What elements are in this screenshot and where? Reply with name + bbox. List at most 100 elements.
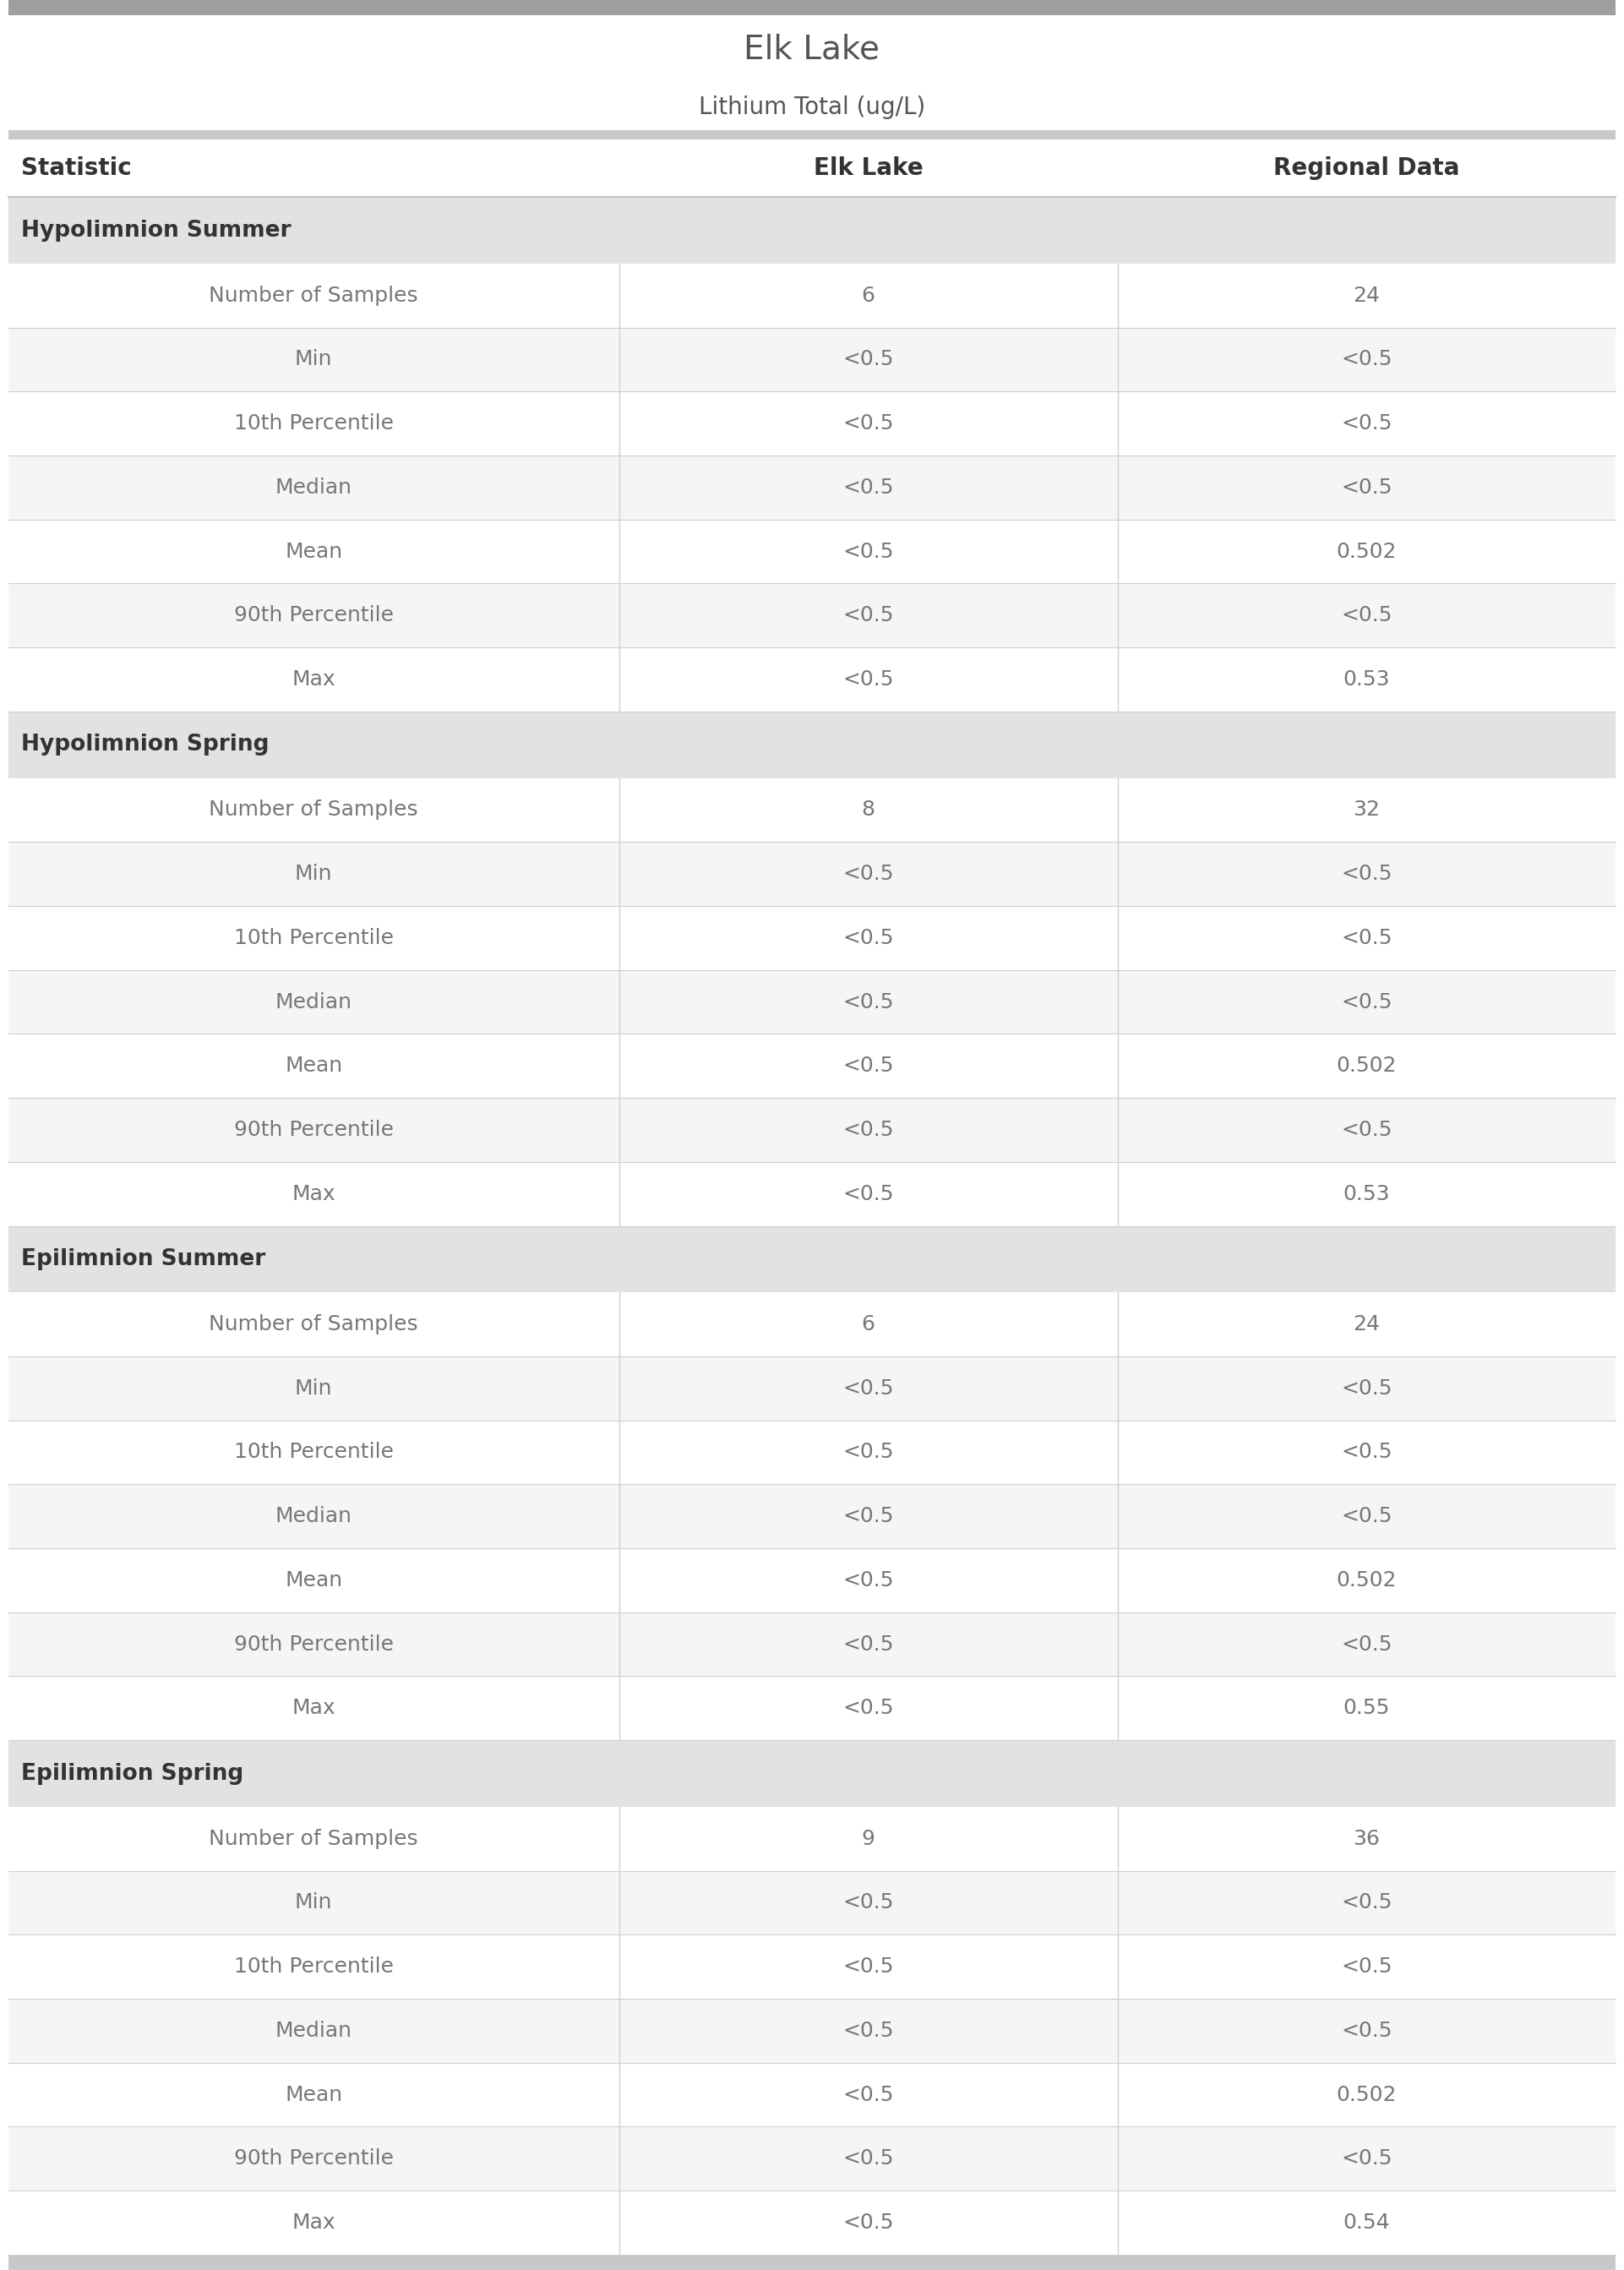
FancyBboxPatch shape <box>8 1998 1616 2063</box>
Text: 10th Percentile: 10th Percentile <box>234 1957 393 1977</box>
FancyBboxPatch shape <box>8 2063 1616 2127</box>
Text: <0.5: <0.5 <box>843 670 893 690</box>
Text: <0.5: <0.5 <box>843 1056 893 1076</box>
Text: <0.5: <0.5 <box>843 928 893 949</box>
FancyBboxPatch shape <box>8 1099 1616 1162</box>
FancyBboxPatch shape <box>8 1357 1616 1421</box>
Text: <0.5: <0.5 <box>843 1183 893 1203</box>
Text: <0.5: <0.5 <box>843 2020 893 2041</box>
Text: Number of Samples: Number of Samples <box>209 1830 419 1850</box>
Text: Elk Lake: Elk Lake <box>744 34 880 66</box>
Text: Statistic: Statistic <box>21 157 132 179</box>
FancyBboxPatch shape <box>8 2191 1616 2254</box>
FancyBboxPatch shape <box>8 1741 1616 1807</box>
FancyBboxPatch shape <box>8 1675 1616 1741</box>
Text: <0.5: <0.5 <box>1341 2147 1392 2168</box>
FancyBboxPatch shape <box>8 129 1616 138</box>
Text: 0.502: 0.502 <box>1337 1056 1397 1076</box>
FancyBboxPatch shape <box>8 1485 1616 1548</box>
Text: 24: 24 <box>1353 1314 1380 1335</box>
Text: <0.5: <0.5 <box>843 1378 893 1398</box>
Text: 0.55: 0.55 <box>1343 1698 1390 1718</box>
Text: <0.5: <0.5 <box>843 2147 893 2168</box>
Text: <0.5: <0.5 <box>1341 1507 1392 1525</box>
Text: <0.5: <0.5 <box>1341 992 1392 1012</box>
FancyBboxPatch shape <box>8 0 1616 16</box>
Text: Lithium Total (ug/L): Lithium Total (ug/L) <box>698 95 926 118</box>
Text: 0.502: 0.502 <box>1337 2084 1397 2104</box>
Text: <0.5: <0.5 <box>843 1698 893 1718</box>
Text: Min: Min <box>296 1893 333 1914</box>
Text: Number of Samples: Number of Samples <box>209 1314 419 1335</box>
FancyBboxPatch shape <box>8 1934 1616 1998</box>
Text: 0.53: 0.53 <box>1343 1183 1390 1203</box>
Text: Max: Max <box>292 1183 336 1203</box>
Text: Number of Samples: Number of Samples <box>209 286 419 306</box>
FancyBboxPatch shape <box>8 138 1616 197</box>
FancyBboxPatch shape <box>8 842 1616 906</box>
FancyBboxPatch shape <box>8 1226 1616 1292</box>
Text: Mean: Mean <box>284 2084 343 2104</box>
Text: <0.5: <0.5 <box>1341 2020 1392 2041</box>
FancyBboxPatch shape <box>8 327 1616 390</box>
Text: 90th Percentile: 90th Percentile <box>234 1634 393 1655</box>
Text: 90th Percentile: 90th Percentile <box>234 606 393 627</box>
Text: 24: 24 <box>1353 286 1380 306</box>
FancyBboxPatch shape <box>8 1548 1616 1612</box>
FancyBboxPatch shape <box>8 390 1616 456</box>
Text: 6: 6 <box>861 286 875 306</box>
Text: Hypolimnion Spring: Hypolimnion Spring <box>21 733 270 756</box>
Text: Mean: Mean <box>284 1056 343 1076</box>
FancyBboxPatch shape <box>8 263 1616 327</box>
Text: 0.54: 0.54 <box>1343 2213 1390 2234</box>
Text: <0.5: <0.5 <box>1341 1957 1392 1977</box>
Text: <0.5: <0.5 <box>1341 1119 1392 1140</box>
Text: <0.5: <0.5 <box>843 2213 893 2234</box>
FancyBboxPatch shape <box>8 2254 1616 2270</box>
Text: <0.5: <0.5 <box>843 1957 893 1977</box>
Text: 36: 36 <box>1353 1830 1380 1850</box>
FancyBboxPatch shape <box>8 1807 1616 1870</box>
Text: Min: Min <box>296 1378 333 1398</box>
Text: 8: 8 <box>861 799 875 819</box>
FancyBboxPatch shape <box>8 906 1616 969</box>
FancyBboxPatch shape <box>8 456 1616 520</box>
Text: <0.5: <0.5 <box>843 1119 893 1140</box>
Text: <0.5: <0.5 <box>1341 865 1392 883</box>
Text: Number of Samples: Number of Samples <box>209 799 419 819</box>
Text: Max: Max <box>292 2213 336 2234</box>
FancyBboxPatch shape <box>8 969 1616 1033</box>
Text: 32: 32 <box>1353 799 1380 819</box>
FancyBboxPatch shape <box>8 647 1616 711</box>
FancyBboxPatch shape <box>8 779 1616 842</box>
FancyBboxPatch shape <box>8 1870 1616 1934</box>
Text: 0.502: 0.502 <box>1337 540 1397 561</box>
Text: 6: 6 <box>861 1314 875 1335</box>
Text: <0.5: <0.5 <box>843 540 893 561</box>
FancyBboxPatch shape <box>8 711 1616 779</box>
FancyBboxPatch shape <box>8 583 1616 647</box>
Text: Elk Lake: Elk Lake <box>814 157 922 179</box>
Text: Min: Min <box>296 865 333 883</box>
Text: 10th Percentile: 10th Percentile <box>234 413 393 434</box>
Text: 90th Percentile: 90th Percentile <box>234 1119 393 1140</box>
Text: <0.5: <0.5 <box>1341 606 1392 627</box>
Text: Regional Data: Regional Data <box>1273 157 1460 179</box>
Text: 10th Percentile: 10th Percentile <box>234 928 393 949</box>
Text: <0.5: <0.5 <box>1341 350 1392 370</box>
Text: Epilimnion Spring: Epilimnion Spring <box>21 1762 244 1784</box>
Text: 90th Percentile: 90th Percentile <box>234 2147 393 2168</box>
FancyBboxPatch shape <box>8 197 1616 263</box>
Text: <0.5: <0.5 <box>843 350 893 370</box>
Text: <0.5: <0.5 <box>843 1441 893 1462</box>
Text: Median: Median <box>274 2020 352 2041</box>
FancyBboxPatch shape <box>8 1292 1616 1357</box>
Text: <0.5: <0.5 <box>843 477 893 497</box>
Text: Median: Median <box>274 992 352 1012</box>
FancyBboxPatch shape <box>8 520 1616 583</box>
Text: Min: Min <box>296 350 333 370</box>
Text: Median: Median <box>274 477 352 497</box>
Text: <0.5: <0.5 <box>1341 1378 1392 1398</box>
Text: Mean: Mean <box>284 540 343 561</box>
Text: Max: Max <box>292 1698 336 1718</box>
